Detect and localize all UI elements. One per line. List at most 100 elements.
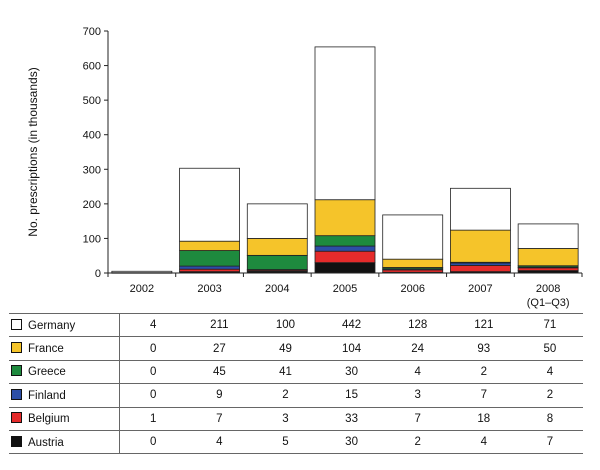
table-row-finland: Finland 0 9 2 15 3 7 2 (9, 383, 583, 408)
table-cell: 128 (384, 312, 451, 338)
table-cell: 442 (318, 312, 385, 338)
bar-segment-greece-2005 (314, 235, 376, 247)
table-cell: 4 (119, 312, 187, 338)
y-tick-label: 300 (83, 164, 101, 176)
table-cell: 1 (119, 407, 187, 431)
y-axis: 0 100 200 300 400 500 600 700 (83, 26, 109, 280)
table-cell: 0 (119, 336, 187, 361)
y-tick-label: 500 (83, 95, 101, 107)
bar-segment-belgium-2005 (314, 250, 376, 264)
table-cell: 45 (186, 360, 253, 385)
table-cell: 71 (516, 312, 583, 338)
table-cell: 4 (516, 360, 583, 385)
bar-segment-france-2005 (314, 199, 376, 237)
legend-label: France (28, 343, 64, 356)
table-row-austria: Austria 0 4 5 30 2 4 7 (9, 430, 583, 455)
bar-segment-finland-2005 (314, 245, 376, 252)
bar-segment-france-2007 (450, 229, 511, 263)
table-cell: 2 (384, 430, 451, 455)
legend-label: Germany (28, 319, 76, 332)
bar-segment-germany-2008 (517, 223, 579, 249)
bar-segment-france-2006 (382, 258, 444, 268)
bar-segment-finland-2003 (179, 265, 240, 270)
table-cell: 2 (450, 360, 517, 385)
table-cell: 0 (119, 383, 187, 408)
x-tick-label: 2006 (400, 283, 424, 295)
legend-swatch (11, 435, 22, 447)
bar-stacks (111, 46, 579, 274)
table-cell: 24 (384, 336, 451, 361)
table-cell: 9 (186, 383, 253, 408)
table-cell: 4 (384, 360, 451, 385)
legend-entry: Germany (9, 312, 121, 338)
legend-swatch (11, 342, 22, 354)
x-tick-label: 2004 (265, 283, 289, 295)
x-tick-label: 2002 (130, 283, 154, 295)
legend-entry: Finland (9, 383, 121, 408)
bar-segment-france-2008 (517, 248, 579, 267)
legend-label: Belgium (28, 413, 70, 426)
legend-entry: Austria (9, 430, 121, 455)
bar-segment-germany-2006 (382, 214, 444, 260)
legend-label: Finland (28, 389, 66, 402)
table-cell: 7 (186, 407, 253, 431)
table-cell: 8 (516, 407, 583, 431)
bar-segment-france-2003 (179, 240, 240, 251)
legend-label: Greece (28, 366, 66, 379)
table-cell: 0 (119, 430, 187, 455)
bar-segment-germany-2002 (111, 270, 173, 274)
table-cell: 18 (450, 407, 517, 431)
bar-segment-belgium-2008 (517, 267, 579, 271)
bar-segment-belgium-2007 (450, 264, 511, 273)
y-tick-label: 100 (83, 233, 101, 245)
x-tick-label: 2003 (197, 283, 221, 295)
x-tick-label: 2008 (536, 283, 560, 295)
table-cell: 33 (318, 407, 385, 431)
table-cell: 30 (318, 430, 385, 455)
table-cell: 0 (119, 360, 187, 385)
bar-segment-germany-2007 (450, 187, 511, 231)
table-cell: 3 (252, 407, 319, 431)
legend-entry: Greece (9, 360, 121, 385)
table-cell: 30 (318, 360, 385, 385)
table-row-germany: Germany 4 211 100 442 128 121 71 (9, 312, 583, 338)
y-tick-label: 600 (83, 61, 101, 73)
table-cell: 211 (186, 312, 253, 338)
y-tick-label: 700 (83, 26, 101, 38)
table-row-france: France 0 27 49 104 24 93 50 (9, 336, 583, 361)
y-tick-label: 400 (83, 130, 101, 142)
table-cell: 5 (252, 430, 319, 455)
y-tick-label: 0 (95, 268, 101, 280)
bar-segment-austria-2005 (314, 262, 376, 274)
table-row-belgium: Belgium 1 7 3 33 7 18 8 (9, 407, 583, 431)
table-cell: 41 (252, 360, 319, 385)
table-cell: 93 (450, 336, 517, 361)
table-cell: 4 (186, 430, 253, 455)
table-cell: 2 (252, 383, 319, 408)
table-cell: 3 (384, 383, 451, 408)
table-row-greece: Greece 0 45 41 30 4 2 4 (9, 360, 583, 385)
legend-entry: France (9, 336, 121, 361)
bar-segment-france-2004 (246, 238, 308, 256)
x-tick-sublabel: (Q1–Q3) (527, 297, 570, 309)
y-axis-title: No. prescriptions (in thousands) (26, 67, 40, 237)
table-cell: 7 (450, 383, 517, 408)
table-cell: 104 (318, 336, 385, 361)
table-cell: 4 (450, 430, 517, 455)
table-cell: 50 (516, 336, 583, 361)
x-tick-label: 2007 (468, 283, 492, 295)
bar-segment-germany-2003 (179, 167, 240, 242)
table-cell: 49 (252, 336, 319, 361)
legend-swatch (11, 318, 22, 330)
table-cell: 2 (516, 383, 583, 408)
table-cell: 15 (318, 383, 385, 408)
legend-swatch (11, 365, 22, 377)
bar-segment-greece-2004 (246, 254, 308, 270)
legend-swatch (11, 388, 22, 400)
table-cell: 7 (516, 430, 583, 455)
x-axis: 2002 2003 2004 2005 2006 2007 2008 (Q1–Q3) (107, 272, 583, 309)
table-cell: 27 (186, 336, 253, 361)
data-table: Germany 4 211 100 442 128 121 71 France 0 27 49 104 2… (9, 312, 583, 455)
y-tick-label: 200 (83, 199, 101, 211)
